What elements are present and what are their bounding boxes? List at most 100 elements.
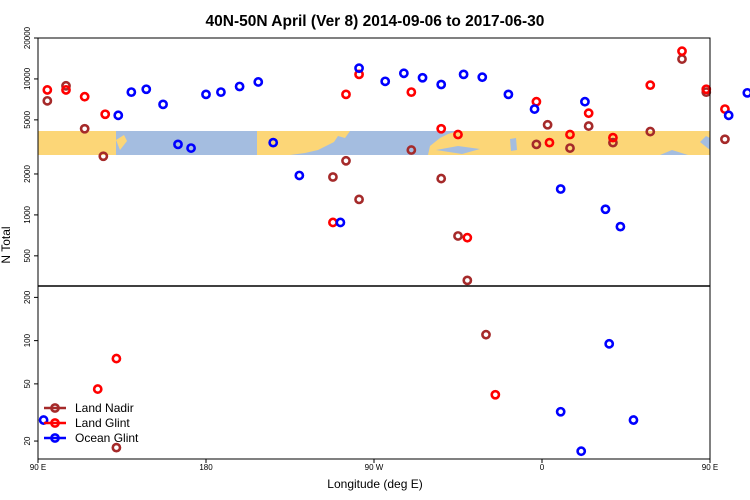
legend-marker-land-glint bbox=[50, 418, 60, 428]
ocean-glint-point-upper-1 bbox=[126, 87, 137, 98]
upper-y-tick-label-1: 1000 bbox=[23, 205, 32, 223]
y-axis-label: N Total bbox=[0, 226, 13, 263]
land-glint-point-upper-13 bbox=[565, 129, 575, 140]
ocean-glint-point-upper-9 bbox=[253, 77, 264, 87]
lower-y-tick-label-1: 50 bbox=[23, 379, 32, 388]
x-tick-label-2: 90 W bbox=[365, 463, 384, 472]
land-nadir-point-upper-8 bbox=[436, 173, 447, 184]
legend-label-land-nadir: Land Nadir bbox=[75, 401, 134, 415]
ocean-glint-point-lower-4 bbox=[628, 415, 639, 425]
ocean-glint-point-upper-27 bbox=[742, 87, 750, 98]
upper-y-tick-label-0: 500 bbox=[23, 249, 32, 263]
map-land-japan-east bbox=[700, 136, 710, 150]
ocean-glint-point-upper-13 bbox=[354, 63, 364, 74]
ocean-glint-point-upper-18 bbox=[458, 69, 469, 80]
land-glint-point-upper-2 bbox=[79, 91, 90, 102]
ocean-glint-point-upper-0 bbox=[113, 110, 124, 121]
plot-frame bbox=[37, 37, 711, 460]
map-land-japan bbox=[116, 135, 127, 150]
ocean-glint-point-upper-20 bbox=[503, 89, 514, 100]
land-nadir-point-upper-11 bbox=[531, 139, 542, 150]
x-tick-label-3: 0 bbox=[540, 463, 545, 472]
land-nadir-point-upper-4 bbox=[328, 172, 338, 182]
land-nadir-point-lower-0 bbox=[111, 442, 122, 453]
ocean-glint-point-lower-1 bbox=[555, 406, 566, 417]
ocean-glint-point-upper-15 bbox=[398, 68, 409, 79]
map-land-north-america bbox=[257, 131, 350, 155]
upper-y-tick-label-4: 10000 bbox=[23, 67, 32, 90]
ocean-glint-point-upper-24 bbox=[600, 204, 611, 215]
land-glint-point-upper-8 bbox=[436, 123, 447, 134]
upper-y-tick-label-5: 20000 bbox=[23, 26, 32, 49]
x-axis-label: Longitude (deg E) bbox=[327, 477, 422, 491]
land-glint-point-lower-1 bbox=[111, 353, 122, 364]
ocean-glint-point-upper-7 bbox=[216, 87, 226, 98]
land-nadir-point-upper-5 bbox=[341, 155, 351, 166]
land-nadir-point-upper-0 bbox=[42, 95, 53, 106]
ocean-glint-point-upper-11 bbox=[294, 170, 305, 181]
upper-y-tick-label-3: 5000 bbox=[23, 110, 32, 128]
land-nadir-point-upper-12 bbox=[542, 119, 553, 130]
ocean-glint-point-upper-14 bbox=[380, 76, 391, 87]
map-land-europe-asia bbox=[428, 131, 710, 155]
x-tick-label-4: 90 E bbox=[702, 463, 718, 472]
world-map-strip bbox=[38, 131, 710, 155]
land-glint-point-upper-10 bbox=[462, 232, 473, 243]
ocean-glint-point-upper-26 bbox=[723, 110, 734, 121]
land-glint-point-upper-15 bbox=[608, 132, 618, 143]
land-nadir-point-upper-10 bbox=[462, 275, 473, 286]
legend-label-ocean-glint: Ocean Glint bbox=[75, 431, 139, 445]
land-glint-point-lower-2 bbox=[490, 389, 501, 400]
ocean-glint-point-upper-25 bbox=[615, 221, 626, 232]
map-sea-mediterranean bbox=[436, 146, 480, 154]
ocean-glint-point-lower-3 bbox=[604, 338, 615, 349]
land-glint-point-upper-11 bbox=[531, 96, 542, 107]
ocean-glint-point-lower-2 bbox=[576, 446, 587, 457]
lower-y-tick-label-0: 20 bbox=[23, 436, 32, 445]
land-nadir-point-upper-19 bbox=[720, 134, 730, 145]
ocean-glint-point-upper-6 bbox=[201, 89, 211, 100]
lower-y-axis: 20 50 100 200 bbox=[23, 290, 38, 446]
land-glint-point-upper-3 bbox=[100, 109, 111, 120]
ocean-glint-point-upper-3 bbox=[158, 99, 168, 110]
land-glint-point-upper-7 bbox=[406, 87, 417, 98]
land-glint-point-upper-9 bbox=[453, 129, 463, 140]
ocean-glint-point-upper-23 bbox=[580, 96, 590, 107]
ocean-glint-point-upper-5 bbox=[186, 143, 196, 153]
ocean-glint-point-upper-8 bbox=[234, 81, 245, 92]
land-glint-point-upper-16 bbox=[645, 80, 656, 91]
ocean-glint-point-upper-19 bbox=[477, 72, 488, 83]
land-glint-point-upper-4 bbox=[328, 217, 338, 228]
lower-y-tick-label-3: 200 bbox=[23, 290, 32, 304]
ocean-glint-point-upper-17 bbox=[436, 79, 447, 90]
land-nadir-point-upper-15 bbox=[608, 137, 618, 148]
lower-y-tick-label-2: 100 bbox=[23, 333, 32, 347]
land-glint-point-upper-5 bbox=[341, 89, 351, 100]
land-nadir-point-lower-1 bbox=[481, 329, 491, 340]
legend-marker-land-nadir bbox=[50, 403, 60, 413]
land-nadir-point-upper-16 bbox=[645, 126, 656, 137]
ocean-glint-point-upper-16 bbox=[417, 72, 428, 83]
ocean-glint-point-upper-10 bbox=[268, 137, 279, 148]
ocean-glint-point-upper-2 bbox=[141, 84, 152, 95]
land-glint-point-upper-17 bbox=[677, 46, 687, 57]
land-nadir-point-upper-9 bbox=[453, 231, 463, 241]
map-land-asia bbox=[38, 131, 116, 155]
x-axis: 90 E 180 90 W 0 90 E bbox=[30, 459, 718, 472]
land-glint-point-upper-12 bbox=[544, 137, 555, 148]
land-nadir-point-upper-7 bbox=[406, 145, 417, 155]
land-nadir-point-upper-1 bbox=[61, 80, 71, 91]
ocean-glint-point-lower-0 bbox=[38, 415, 49, 425]
land-glint-point-lower-0 bbox=[92, 384, 103, 394]
x-tick-label-1: 180 bbox=[199, 463, 213, 472]
land-nadir-point-upper-13 bbox=[565, 143, 575, 153]
ocean-glint-point-upper-12 bbox=[335, 217, 346, 228]
x-tick-label-0: 90 E bbox=[30, 463, 46, 472]
land-glint-point-upper-14 bbox=[583, 108, 594, 119]
upper-y-tick-label-2: 2000 bbox=[23, 165, 32, 183]
land-glint-point-upper-1 bbox=[61, 85, 71, 95]
land-nadir-point-upper-17 bbox=[677, 54, 687, 64]
map-sea-caspian bbox=[510, 138, 517, 151]
